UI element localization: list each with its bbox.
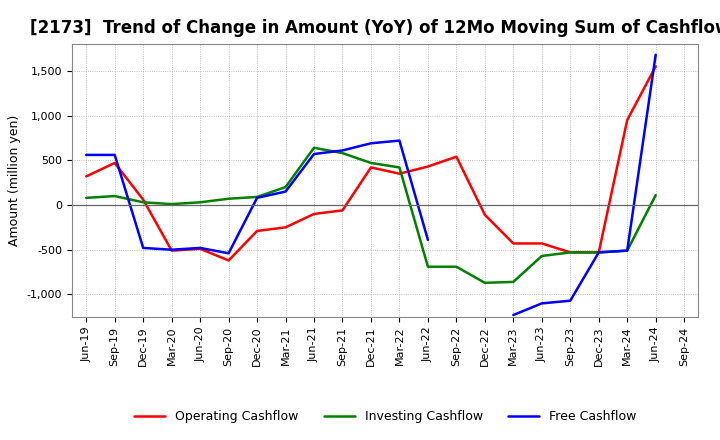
Operating Cashflow — [139, 197, 148, 202]
Operating Cashflow — [423, 164, 432, 169]
Line: Operating Cashflow: Operating Cashflow — [86, 66, 656, 260]
Investing Cashflow — [110, 194, 119, 199]
Free Cashflow — [253, 195, 261, 201]
Investing Cashflow — [537, 253, 546, 259]
Title: [2173]  Trend of Change in Amount (YoY) of 12Mo Moving Sum of Cashflows: [2173] Trend of Change in Amount (YoY) o… — [30, 19, 720, 37]
Operating Cashflow — [338, 208, 347, 213]
Operating Cashflow — [310, 211, 318, 216]
Legend: Operating Cashflow, Investing Cashflow, Free Cashflow: Operating Cashflow, Investing Cashflow, … — [129, 405, 642, 428]
Investing Cashflow — [366, 160, 375, 165]
Operating Cashflow — [509, 241, 518, 246]
Operating Cashflow — [82, 174, 91, 179]
Investing Cashflow — [196, 200, 204, 205]
Free Cashflow — [196, 245, 204, 250]
Investing Cashflow — [82, 195, 91, 201]
Investing Cashflow — [310, 145, 318, 150]
Operating Cashflow — [167, 248, 176, 253]
Investing Cashflow — [595, 250, 603, 255]
Operating Cashflow — [566, 250, 575, 255]
Operating Cashflow — [282, 225, 290, 230]
Free Cashflow — [338, 148, 347, 153]
Investing Cashflow — [395, 165, 404, 170]
Operating Cashflow — [595, 250, 603, 255]
Free Cashflow — [225, 251, 233, 256]
Operating Cashflow — [110, 160, 119, 165]
Investing Cashflow — [139, 200, 148, 205]
Operating Cashflow — [196, 246, 204, 252]
Investing Cashflow — [423, 264, 432, 269]
Investing Cashflow — [253, 194, 261, 200]
Investing Cashflow — [652, 193, 660, 198]
Free Cashflow — [282, 189, 290, 194]
Free Cashflow — [310, 151, 318, 157]
Investing Cashflow — [225, 196, 233, 202]
Investing Cashflow — [452, 264, 461, 269]
Operating Cashflow — [253, 228, 261, 234]
Free Cashflow — [423, 237, 432, 242]
Investing Cashflow — [338, 150, 347, 156]
Operating Cashflow — [537, 241, 546, 246]
Free Cashflow — [167, 247, 176, 253]
Investing Cashflow — [167, 202, 176, 207]
Operating Cashflow — [623, 117, 631, 123]
Operating Cashflow — [225, 258, 233, 263]
Free Cashflow — [366, 141, 375, 146]
Operating Cashflow — [480, 212, 489, 217]
Operating Cashflow — [366, 165, 375, 170]
Free Cashflow — [82, 152, 91, 158]
Investing Cashflow — [480, 280, 489, 286]
Free Cashflow — [110, 152, 119, 158]
Operating Cashflow — [395, 171, 404, 176]
Line: Free Cashflow: Free Cashflow — [86, 141, 428, 253]
Operating Cashflow — [452, 154, 461, 159]
Free Cashflow — [395, 138, 404, 143]
Investing Cashflow — [282, 184, 290, 190]
Operating Cashflow — [652, 64, 660, 69]
Line: Investing Cashflow: Investing Cashflow — [86, 148, 656, 283]
Investing Cashflow — [623, 248, 631, 253]
Investing Cashflow — [566, 250, 575, 255]
Y-axis label: Amount (million yen): Amount (million yen) — [8, 115, 21, 246]
Free Cashflow — [139, 245, 148, 250]
Investing Cashflow — [509, 279, 518, 285]
